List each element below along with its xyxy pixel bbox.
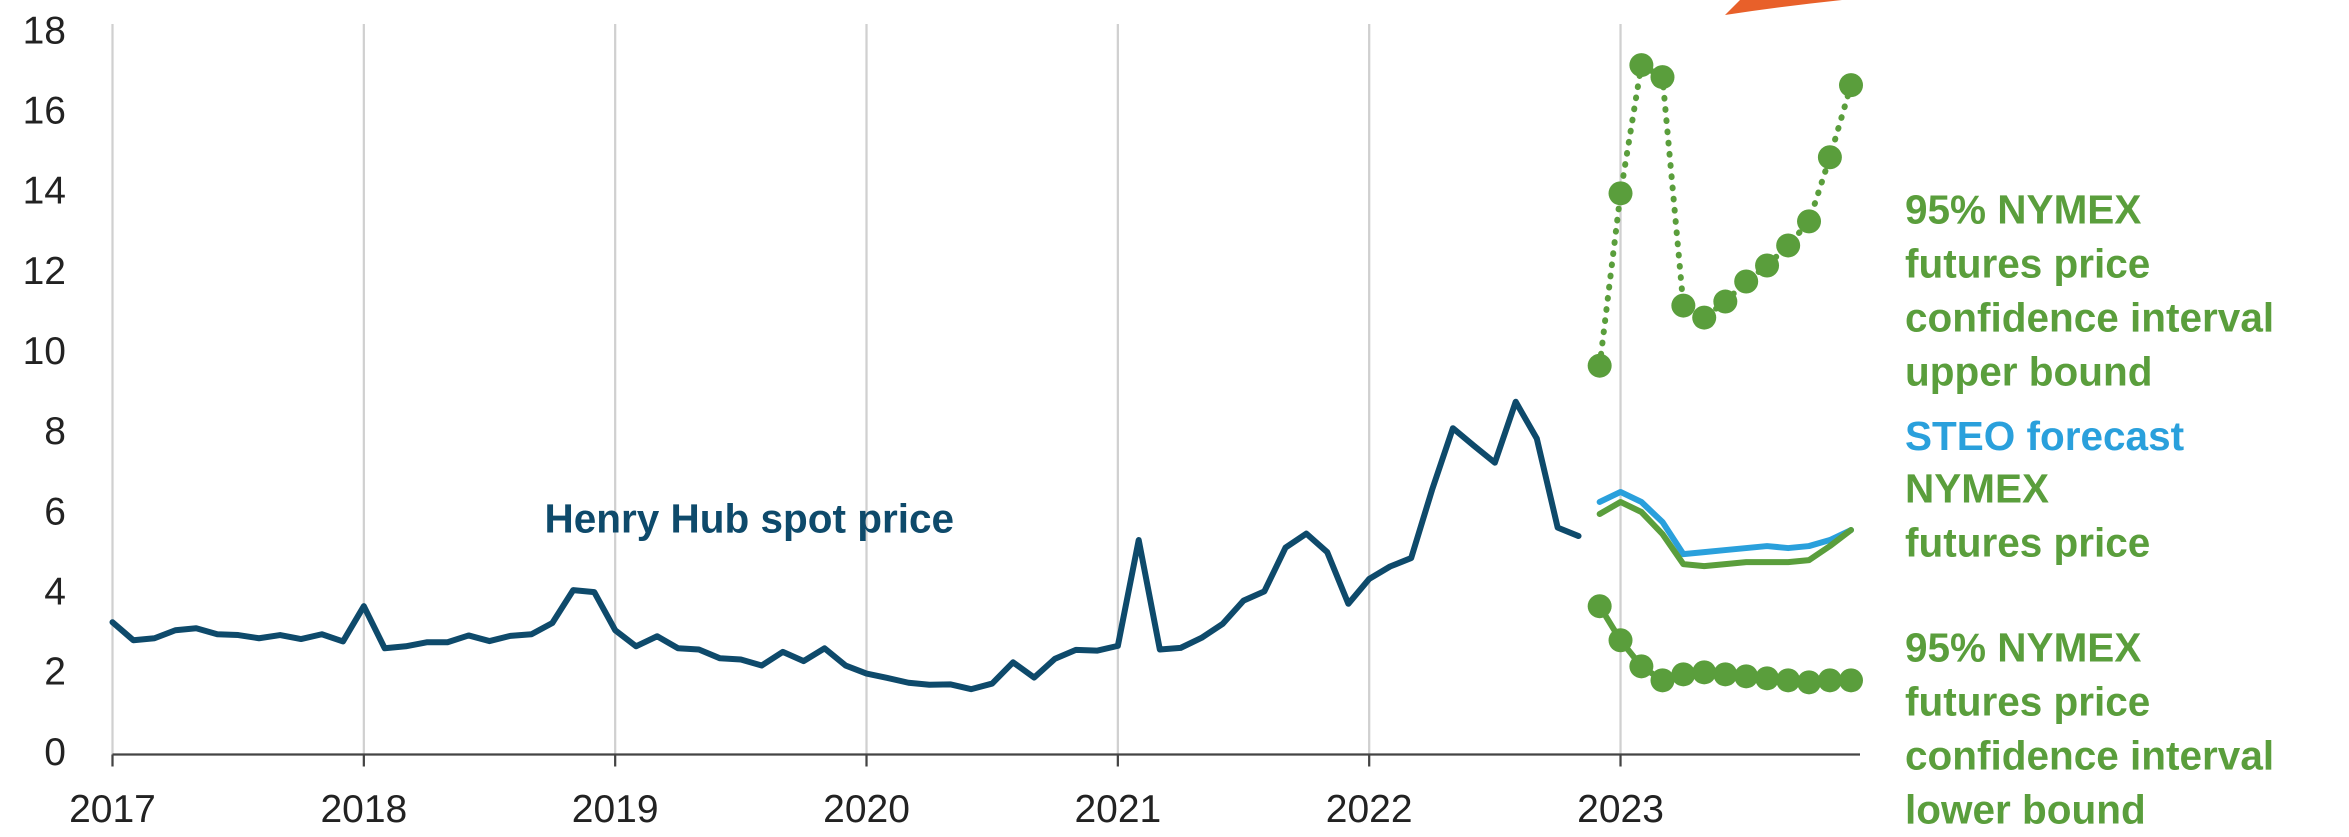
y-tick-label: 16	[23, 89, 66, 132]
x-tick-label: 2017	[69, 788, 156, 831]
series-marker	[1776, 233, 1801, 258]
series-marker	[1608, 181, 1633, 206]
series-marker	[1608, 628, 1633, 653]
series-marker	[1629, 654, 1654, 679]
series-marker	[1650, 668, 1675, 693]
series-marker	[1671, 293, 1696, 318]
y-tick-label: 4	[44, 570, 66, 613]
series-label: NYMEX	[1905, 466, 2049, 512]
series-label: 95% NYMEX	[1905, 625, 2141, 671]
y-tick-label: 6	[44, 490, 66, 533]
series-marker	[1734, 664, 1759, 689]
series-marker	[1839, 668, 1863, 693]
series-marker	[1817, 145, 1842, 170]
x-tick-label: 2023	[1577, 788, 1664, 831]
series-marker	[1839, 73, 1863, 98]
series-label: futures price	[1905, 679, 2150, 725]
series-label: STEO forecast	[1905, 413, 2184, 459]
series-label: futures price	[1905, 241, 2150, 287]
arrow-decoration	[1725, 0, 1842, 15]
series-marker	[1713, 662, 1738, 687]
series-marker	[1734, 269, 1759, 294]
y-tick-label: 12	[23, 250, 66, 293]
series-line	[1596, 498, 1854, 570]
x-tick-label: 2019	[572, 788, 659, 831]
x-tick-label: 2022	[1326, 788, 1413, 831]
series-marker	[1671, 662, 1696, 687]
series-marker	[1587, 594, 1612, 619]
y-tick-label: 2	[44, 651, 66, 694]
x-tick-label: 2020	[823, 788, 910, 831]
series-marker	[1587, 353, 1612, 378]
series-marker	[1692, 660, 1717, 685]
series-label: confidence interval	[1905, 733, 2274, 779]
series-label: confidence interval	[1905, 295, 2274, 341]
series-line	[109, 398, 1582, 693]
series-label: 95% NYMEX	[1905, 187, 2141, 233]
y-tick-label: 10	[23, 330, 66, 373]
x-tick-label: 2021	[1074, 788, 1161, 831]
series-marker	[1797, 209, 1822, 234]
series-marker	[1755, 666, 1780, 691]
series-marker	[1755, 253, 1780, 278]
series-marker	[1650, 65, 1675, 90]
series-marker	[1797, 670, 1822, 695]
series-label: lower bound	[1905, 787, 2146, 833]
y-tick-label: 8	[44, 410, 66, 453]
series-marker	[1713, 289, 1738, 314]
series-line	[1596, 488, 1854, 558]
series-label: futures price	[1905, 520, 2150, 566]
y-tick-label: 18	[23, 9, 66, 52]
series-marker	[1629, 53, 1654, 78]
y-tick-label: 14	[23, 170, 66, 213]
series-label: Henry Hub spot price	[545, 496, 955, 542]
series-marker	[1692, 305, 1717, 330]
series-label: upper bound	[1905, 349, 2152, 395]
series-marker	[1776, 668, 1801, 693]
x-tick-label: 2018	[320, 788, 407, 831]
series-marker	[1817, 668, 1842, 693]
y-tick-label: 0	[44, 731, 66, 774]
